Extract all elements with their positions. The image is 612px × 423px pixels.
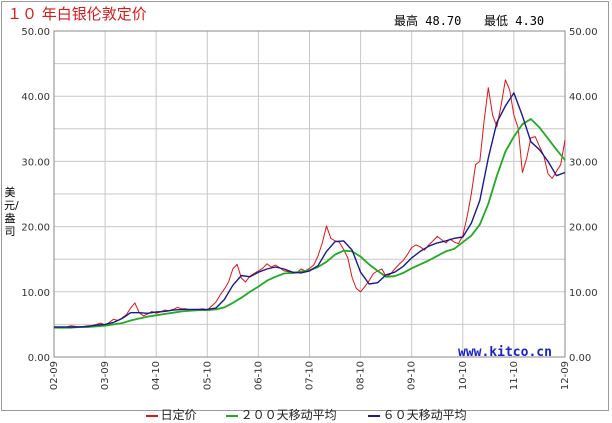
y-tick-left-5: 50.00 (21, 27, 50, 38)
low-stat: 最低 4.30 (484, 12, 544, 29)
y-tick-left-2: 20.00 (21, 223, 50, 234)
high-stat: 最高 48.70 (394, 12, 461, 29)
low-value: 4.30 (515, 14, 545, 28)
x-axis: 02-09 03-09 04-10 05-10 06-10 07-10 08-10 09-10… (49, 361, 571, 390)
legend-swatch-ma200 (225, 414, 238, 417)
legend-swatch-ma60 (367, 414, 380, 417)
y-tick-right-4: 40.00 (569, 92, 598, 103)
x-tick-3: 05-10 (202, 361, 213, 390)
legend-ma200: ２００天移动平均 (218, 392, 337, 423)
y-axis-right: 0.00 10.00 20.00 30.00 40.00 50.00 (569, 27, 598, 364)
chart-frame (1, 1, 609, 411)
x-tick-2: 04-10 (151, 361, 162, 390)
y-tick-left-0: 0.00 (28, 353, 50, 364)
legend-label-ma200: ２００天移动平均 (240, 408, 337, 422)
x-tick-0: 02-09 (49, 361, 60, 390)
y-axis-left: 0.00 10.00 20.00 30.00 40.00 50.00 (21, 27, 50, 364)
series-group (54, 79, 566, 329)
x-tick-10: 12-09 (560, 361, 571, 390)
x-tick-9: 11-10 (509, 361, 520, 390)
y-tick-left-4: 40.00 (21, 92, 50, 103)
price-chart: 0.00 10.00 20.00 30.00 40.00 50.00 0.00 10.00 2… (21, 27, 598, 390)
x-tick-7: 09-10 (407, 361, 418, 390)
high-label: 最高 (394, 14, 419, 28)
legend-label-ma60: ６０天移动平均 (382, 408, 467, 422)
legend-swatch-daily (145, 414, 158, 417)
legend-label-daily: 日定价 (160, 408, 197, 422)
x-tick-1: 03-09 (100, 361, 111, 390)
y-axis-label: 美元/盎司 (4, 186, 19, 238)
series-ma60-line (54, 92, 566, 328)
y-tick-right-3: 30.00 (569, 157, 598, 168)
x-tick-6: 08-10 (356, 361, 367, 390)
x-tick-5: 07-10 (305, 361, 316, 390)
y-tick-right-1: 10.00 (569, 288, 598, 299)
low-label: 最低 (484, 14, 509, 28)
y-tick-left-1: 10.00 (21, 288, 50, 299)
y-tick-left-3: 30.00 (21, 157, 50, 168)
x-tick-8: 10-10 (458, 361, 469, 390)
x-tick-4: 06-10 (253, 361, 264, 390)
chart-title: １０ 年白银伦敦定价 (7, 5, 147, 23)
legend-daily: 日定价 (138, 392, 197, 423)
plot-border (53, 30, 566, 358)
source-watermark: www.kitco.cn (458, 345, 552, 360)
high-value: 48.70 (425, 14, 462, 28)
legend-ma60: ６０天移动平均 (360, 392, 467, 423)
y-tick-right-5: 50.00 (569, 27, 598, 38)
y-tick-right-0: 0.00 (569, 353, 591, 364)
y-tick-right-2: 20.00 (569, 223, 598, 234)
